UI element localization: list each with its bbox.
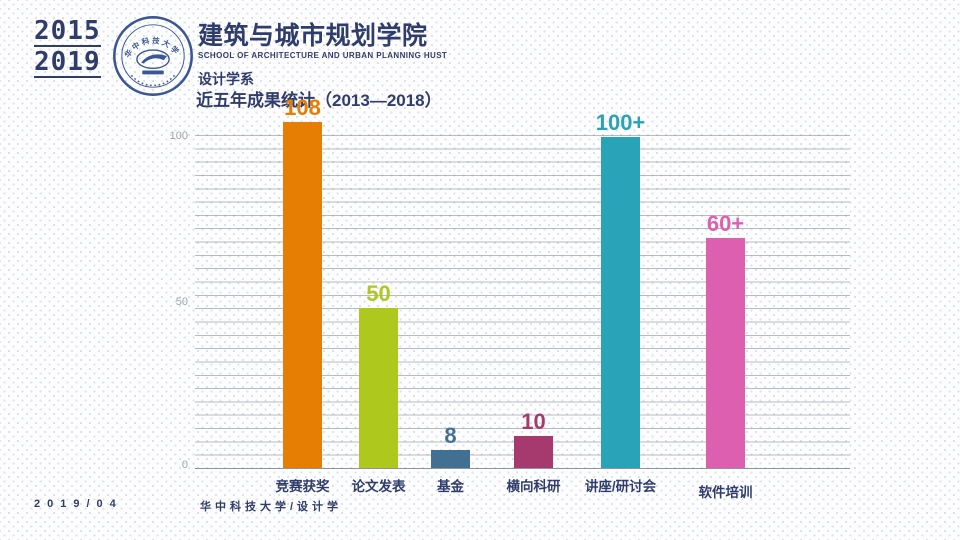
bar-category-label: 软件培训 <box>698 485 753 500</box>
bar-group-horizontal-research: 10 横向科研 <box>507 409 561 494</box>
bar-rect <box>601 137 640 468</box>
bar-rect <box>359 308 398 468</box>
bar-rect <box>706 238 745 468</box>
seal-emblem-swoosh <box>141 54 167 64</box>
bar-category-label: 竞赛获奖 <box>275 479 330 494</box>
bar-value-label: 50 <box>366 281 391 306</box>
ytick-100: 100 <box>169 130 188 142</box>
bar-group-papers: 50 论文发表 <box>352 281 406 494</box>
bar-category-label: 讲座/研讨会 <box>584 479 657 494</box>
chart-title: 近五年成果统计（2013—2018） <box>196 91 442 110</box>
school-subtitle-en: SCHOOL OF ARCHITECTURE AND URBAN PLANNIN… <box>198 51 448 60</box>
bar-category-label: 论文发表 <box>351 479 406 494</box>
department-name: 设计学系 <box>198 71 254 87</box>
bar-group-software-training: 60+ 软件培训 <box>699 211 753 500</box>
bar-value-label: 8 <box>444 423 457 448</box>
header-title-block: 建筑与城市规划学院 SCHOOL OF ARCHITECTURE AND URB… <box>198 23 447 89</box>
ytick-0: 0 <box>181 459 188 471</box>
ytick-50: 50 <box>175 296 188 308</box>
bar-value-label: 60+ <box>706 211 745 236</box>
year-range: 2015 2019 <box>34 18 101 80</box>
seal-banner <box>142 70 164 75</box>
bar-value-label: 108 <box>284 95 321 120</box>
school-title: 建筑与城市规划学院 <box>198 22 428 50</box>
bar-rect <box>283 122 322 468</box>
bar-category-label: 基金 <box>437 479 464 494</box>
bar-category-label: 横向科研 <box>506 479 561 494</box>
bar-value-label: 100+ <box>595 110 646 135</box>
bar-group-competition-awards: 108 竞赛获奖 <box>276 95 330 494</box>
footer-date: 2019/04 <box>34 498 123 510</box>
university-seal-logo: 华中科技大学 <box>113 16 193 96</box>
year-top: 2015 <box>34 16 101 47</box>
bar-rect <box>431 450 470 468</box>
year-bottom: 2019 <box>34 47 101 78</box>
bar-rect <box>514 436 553 468</box>
footer-school-name: 华中科技大学/设计学 <box>200 501 343 513</box>
bar-group-funds: 8 基金 <box>431 423 470 494</box>
bar-value-label: 10 <box>521 409 546 434</box>
bar-group-lectures-seminars: 100+ 讲座/研讨会 <box>585 110 656 494</box>
